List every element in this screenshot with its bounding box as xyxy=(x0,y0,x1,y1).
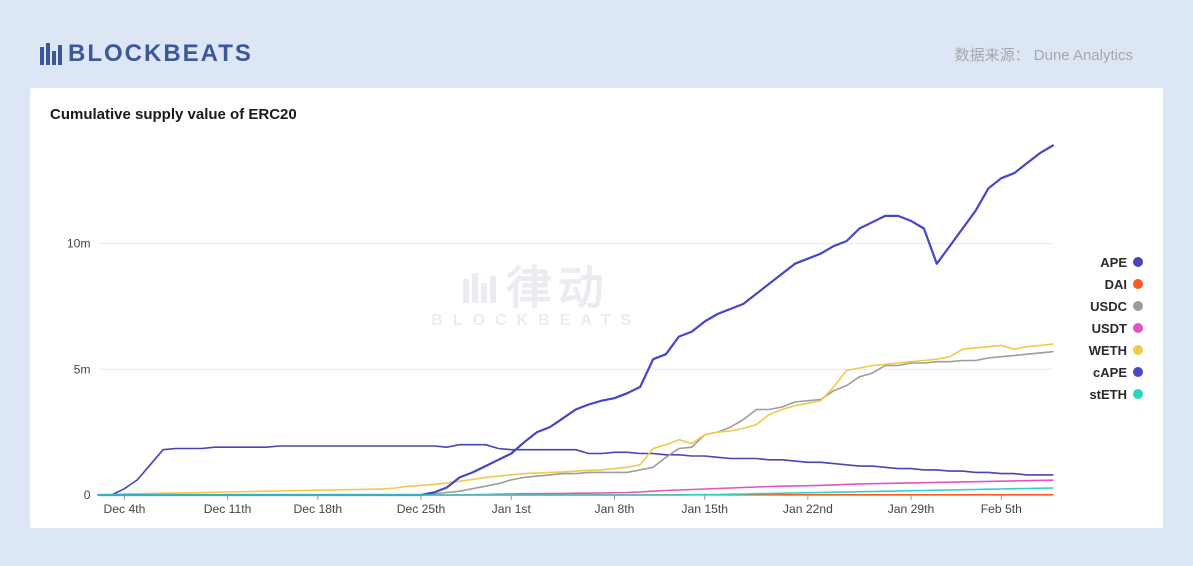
legend-swatch xyxy=(1133,301,1143,311)
legend-item-usdc: USDC xyxy=(1077,299,1143,314)
legend-label: WETH xyxy=(1089,343,1127,358)
legend-label: USDT xyxy=(1092,321,1127,336)
legend-label: stETH xyxy=(1089,387,1127,402)
legend-swatch xyxy=(1133,389,1143,399)
logo: BLOCKBEATS xyxy=(40,40,253,68)
legend-item-ape: APE xyxy=(1077,255,1143,270)
legend-swatch xyxy=(1133,367,1143,377)
logo-text: BLOCKBEATS xyxy=(68,40,253,68)
x-tick-label: Jan 8th xyxy=(595,502,635,516)
header: BLOCKBEATS 数据来源： Dune Analytics xyxy=(0,0,1193,88)
x-tick-label: Feb 5th xyxy=(981,502,1022,516)
legend-item-dai: DAI xyxy=(1077,277,1143,292)
series-line-ape xyxy=(99,445,1053,495)
legend-swatch xyxy=(1133,323,1143,333)
chart-title: Cumulative supply value of ERC20 xyxy=(50,106,1143,123)
legend-label: APE xyxy=(1100,255,1127,270)
legend-swatch xyxy=(1133,257,1143,267)
legend-item-steth: stETH xyxy=(1077,387,1143,402)
legend-label: DAI xyxy=(1105,277,1127,292)
legend-swatch xyxy=(1133,345,1143,355)
legend-item-weth: WETH xyxy=(1077,343,1143,358)
x-tick-label: Dec 4th xyxy=(103,502,145,516)
legend-label: USDC xyxy=(1090,299,1127,314)
series-line-usdt xyxy=(99,480,1053,495)
y-tick-label: 10m xyxy=(67,237,91,251)
y-tick-label: 0 xyxy=(84,488,91,502)
data-source: 数据来源： Dune Analytics xyxy=(955,44,1133,65)
x-tick-label: Jan 15th xyxy=(681,502,728,516)
line-chart-svg: 0 5m 10m Dec 4th Dec 11th Dec 18th Dec 25th Jan… xyxy=(50,133,1063,523)
legend-label: cAPE xyxy=(1093,365,1127,380)
x-tick-label: Jan 1st xyxy=(492,502,532,516)
series-line-cape xyxy=(99,146,1053,496)
logo-bars-icon xyxy=(40,43,62,65)
legend: APE DAI USDC USDT WETH cAPE stETH xyxy=(1063,133,1143,523)
x-tick-label: Jan 29th xyxy=(888,502,935,516)
plot-area: 0 5m 10m Dec 4th Dec 11th Dec 18th Dec 25th Jan… xyxy=(50,133,1063,523)
x-tick-label: Jan 22nd xyxy=(783,502,833,516)
x-tick-label: Dec 11th xyxy=(204,502,252,516)
chart-card: Cumulative supply value of ERC20 0 5m 10m D… xyxy=(30,88,1163,528)
legend-item-usdt: USDT xyxy=(1077,321,1143,336)
series-line-weth xyxy=(99,344,1053,495)
x-tick-label: Dec 18th xyxy=(294,502,343,516)
legend-item-cape: cAPE xyxy=(1077,365,1143,380)
series-line-usdc xyxy=(99,352,1053,495)
x-tick-label: Dec 25th xyxy=(397,502,446,516)
source-name: Dune Analytics xyxy=(1034,47,1133,64)
chart-body: 0 5m 10m Dec 4th Dec 11th Dec 18th Dec 25th Jan… xyxy=(50,133,1143,523)
y-tick-label: 5m xyxy=(74,362,91,376)
legend-swatch xyxy=(1133,279,1143,289)
source-label: 数据来源： xyxy=(955,47,1030,64)
